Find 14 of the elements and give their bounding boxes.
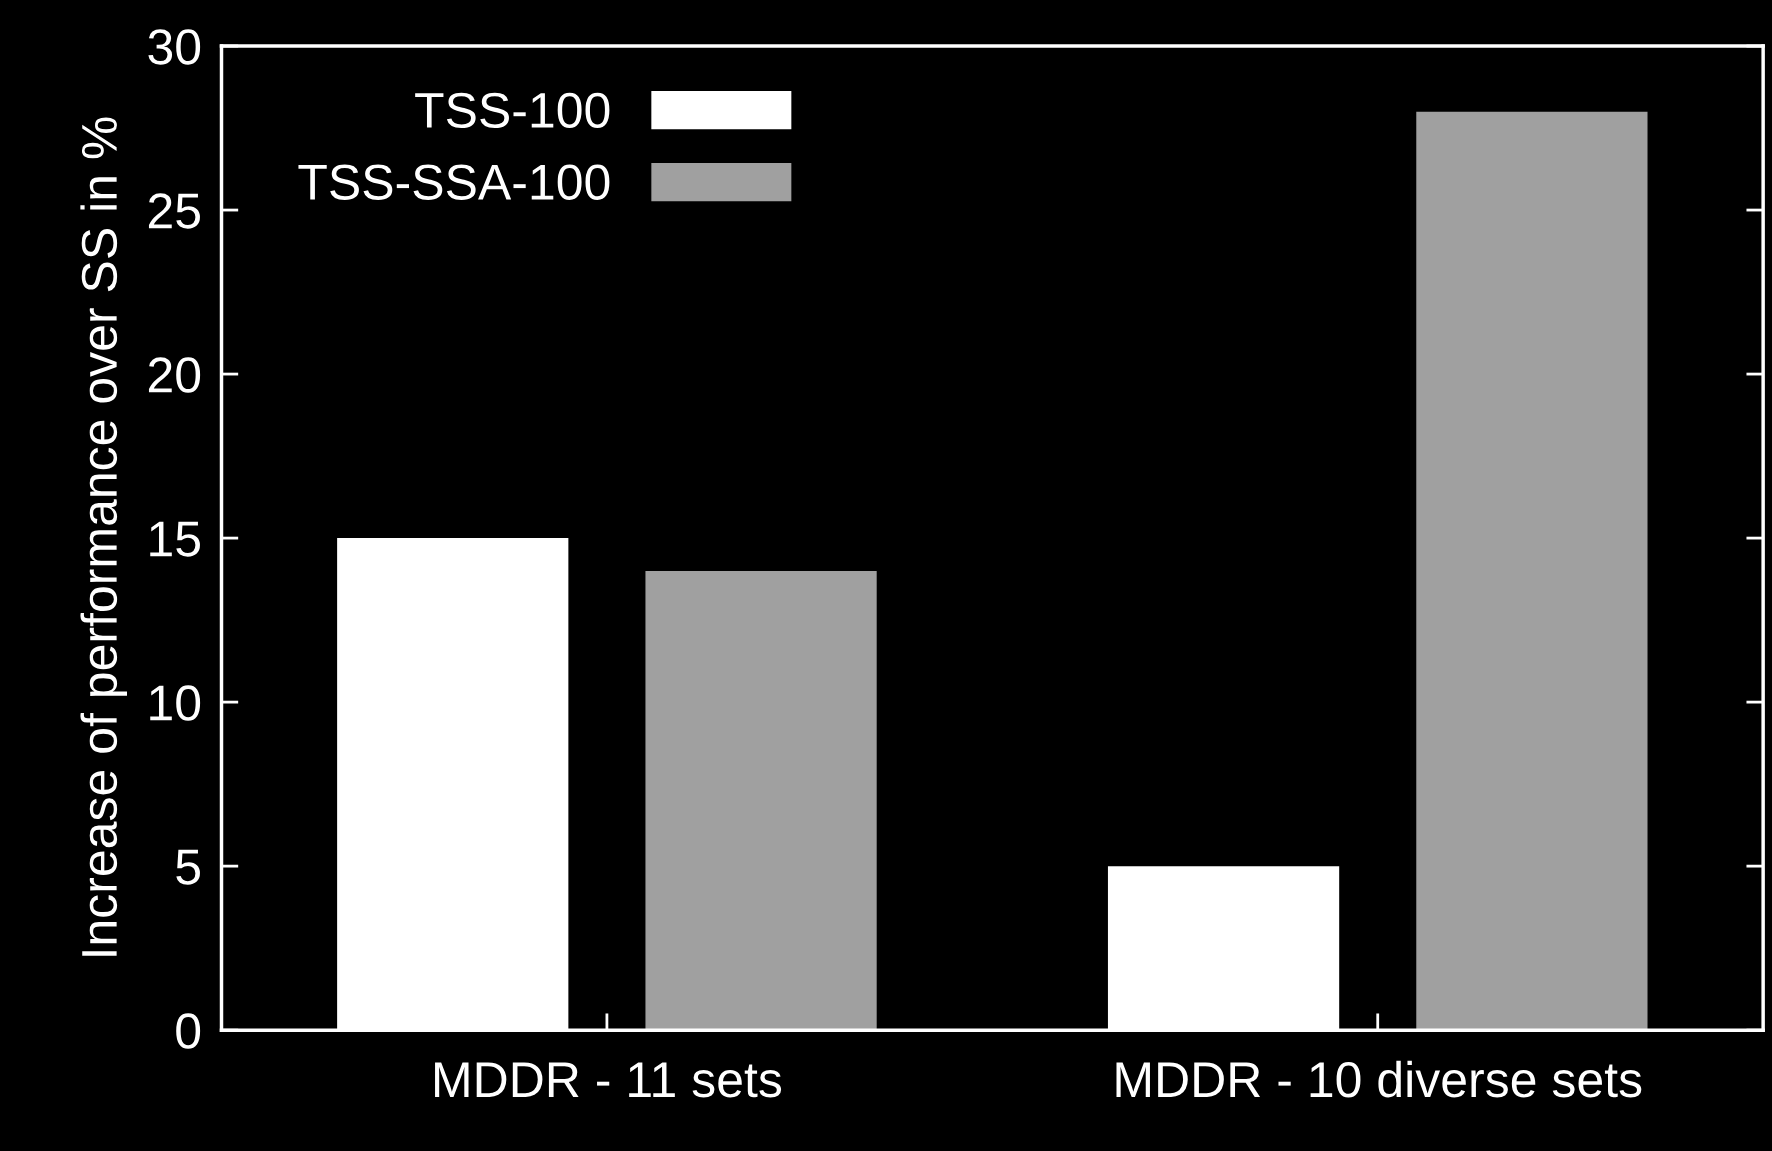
y-axis-title: Increase of performance over SS in % (80, 117, 127, 956)
y-tick-label: 20 (148, 357, 201, 393)
y-tick-label: 30 (148, 29, 201, 65)
x-tick-label: MDDR - 10 diverse sets (1116, 1060, 1642, 1098)
y-tick-label: 5 (176, 849, 200, 885)
legend-label: TSS-100 (415, 92, 610, 129)
y-tick-label: 0 (176, 1013, 201, 1049)
bar (1416, 111, 1648, 1031)
legend-label: TSS-SSA-100 (298, 164, 610, 200)
bar (645, 570, 877, 1031)
x-tick-label: MDDR - 11 sets (435, 1062, 782, 1098)
y-tick-label: 15 (150, 521, 200, 557)
y-tick-label: 10 (150, 685, 201, 721)
y-tick-label: 25 (148, 193, 200, 229)
